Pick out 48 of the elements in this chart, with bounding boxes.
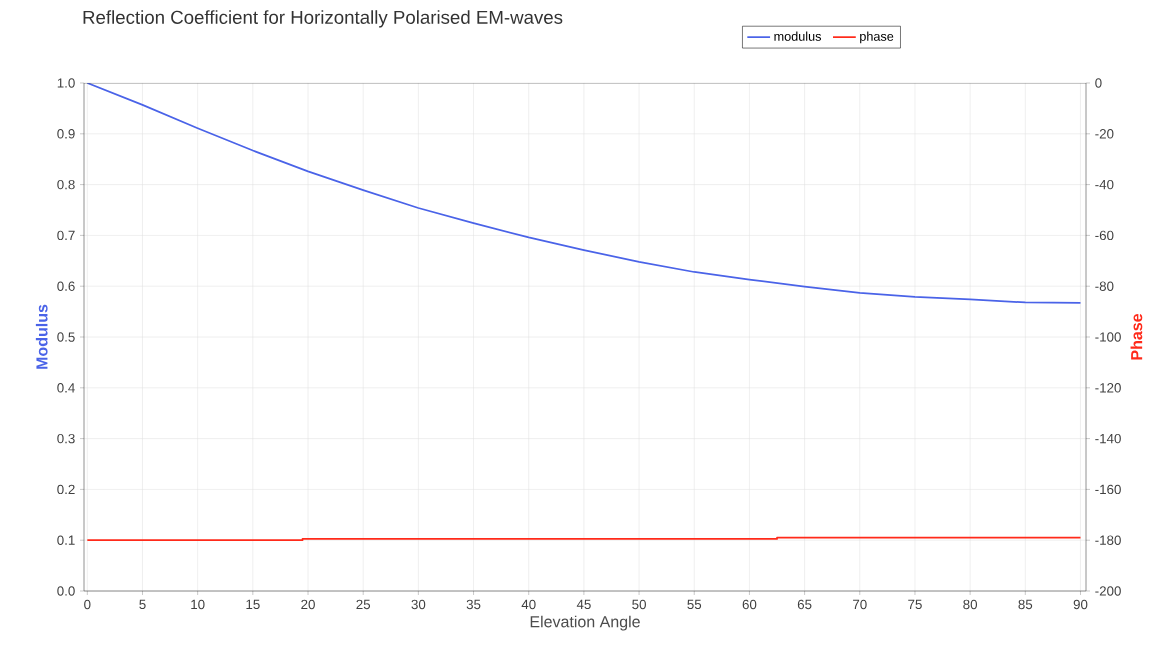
x-tick-label: 20: [301, 599, 315, 610]
y-tick-label: 0.6: [57, 281, 75, 291]
x-tick-label: 35: [466, 599, 481, 610]
x-tick-label: 45: [576, 599, 591, 610]
x-tick-label: 50: [632, 599, 646, 610]
y-tick-label: 1.0: [57, 78, 75, 88]
y2-tick-label: -160: [1095, 484, 1121, 495]
y2-tick-label: -140: [1095, 433, 1121, 444]
x-axis-title: Elevation Angle: [530, 615, 640, 631]
y-tick-label: 0.7: [57, 230, 75, 241]
y2-tick-label: -20: [1095, 129, 1114, 139]
x-tick-label: 85: [1018, 599, 1033, 610]
x-tick-label: 40: [521, 599, 536, 610]
legend-label: phase: [860, 31, 894, 44]
y-tick-label: 0.5: [57, 332, 75, 342]
y2-tick-label: -40: [1095, 179, 1114, 190]
y2-tick-label: -100: [1095, 332, 1121, 342]
x-tick-label: 70: [853, 599, 867, 610]
y-tick-label: 0.0: [57, 586, 75, 596]
line-series: [86, 83, 1082, 304]
y2-tick-label: -180: [1095, 535, 1121, 545]
y-tick-label: 0.3: [57, 433, 75, 444]
x-tick-label: 5: [139, 599, 146, 610]
y2-tick-label: -120: [1095, 383, 1121, 393]
y-tick-label: 0.4: [57, 383, 75, 393]
y-tick-label: 0.1: [57, 535, 75, 545]
y-axis-title: Modulus: [35, 304, 48, 369]
x-tick-label: 10: [191, 599, 205, 610]
y2-tick-label: -80: [1095, 281, 1114, 291]
x-tick-label: 30: [411, 599, 426, 610]
x-tick-label: 25: [356, 599, 371, 610]
x-tick-label: 55: [687, 599, 702, 610]
y2-tick-label: -200: [1095, 586, 1121, 596]
y-tick-label: 0.8: [57, 179, 75, 190]
x-tick-label: 65: [797, 599, 812, 610]
x-tick-label: 60: [742, 599, 757, 610]
chart-title: Reflection Coefficient for Horizontally Polarised EM-waves: [83, 10, 563, 28]
legend-label: modulus: [774, 31, 822, 41]
y2-tick-label: -60: [1095, 230, 1114, 241]
x-tick-label: 15: [246, 599, 260, 610]
x-tick-label: 75: [908, 599, 922, 610]
x-tick-label: 80: [963, 599, 978, 610]
x-tick-label: 90: [1073, 599, 1088, 610]
x-tick-label: 0: [84, 599, 91, 610]
y2-axis-title: Phase: [1130, 313, 1143, 360]
y-tick-label: 0.9: [57, 129, 75, 139]
y-tick-label: 0.2: [57, 484, 75, 495]
y2-tick-label: 0: [1095, 78, 1102, 88]
